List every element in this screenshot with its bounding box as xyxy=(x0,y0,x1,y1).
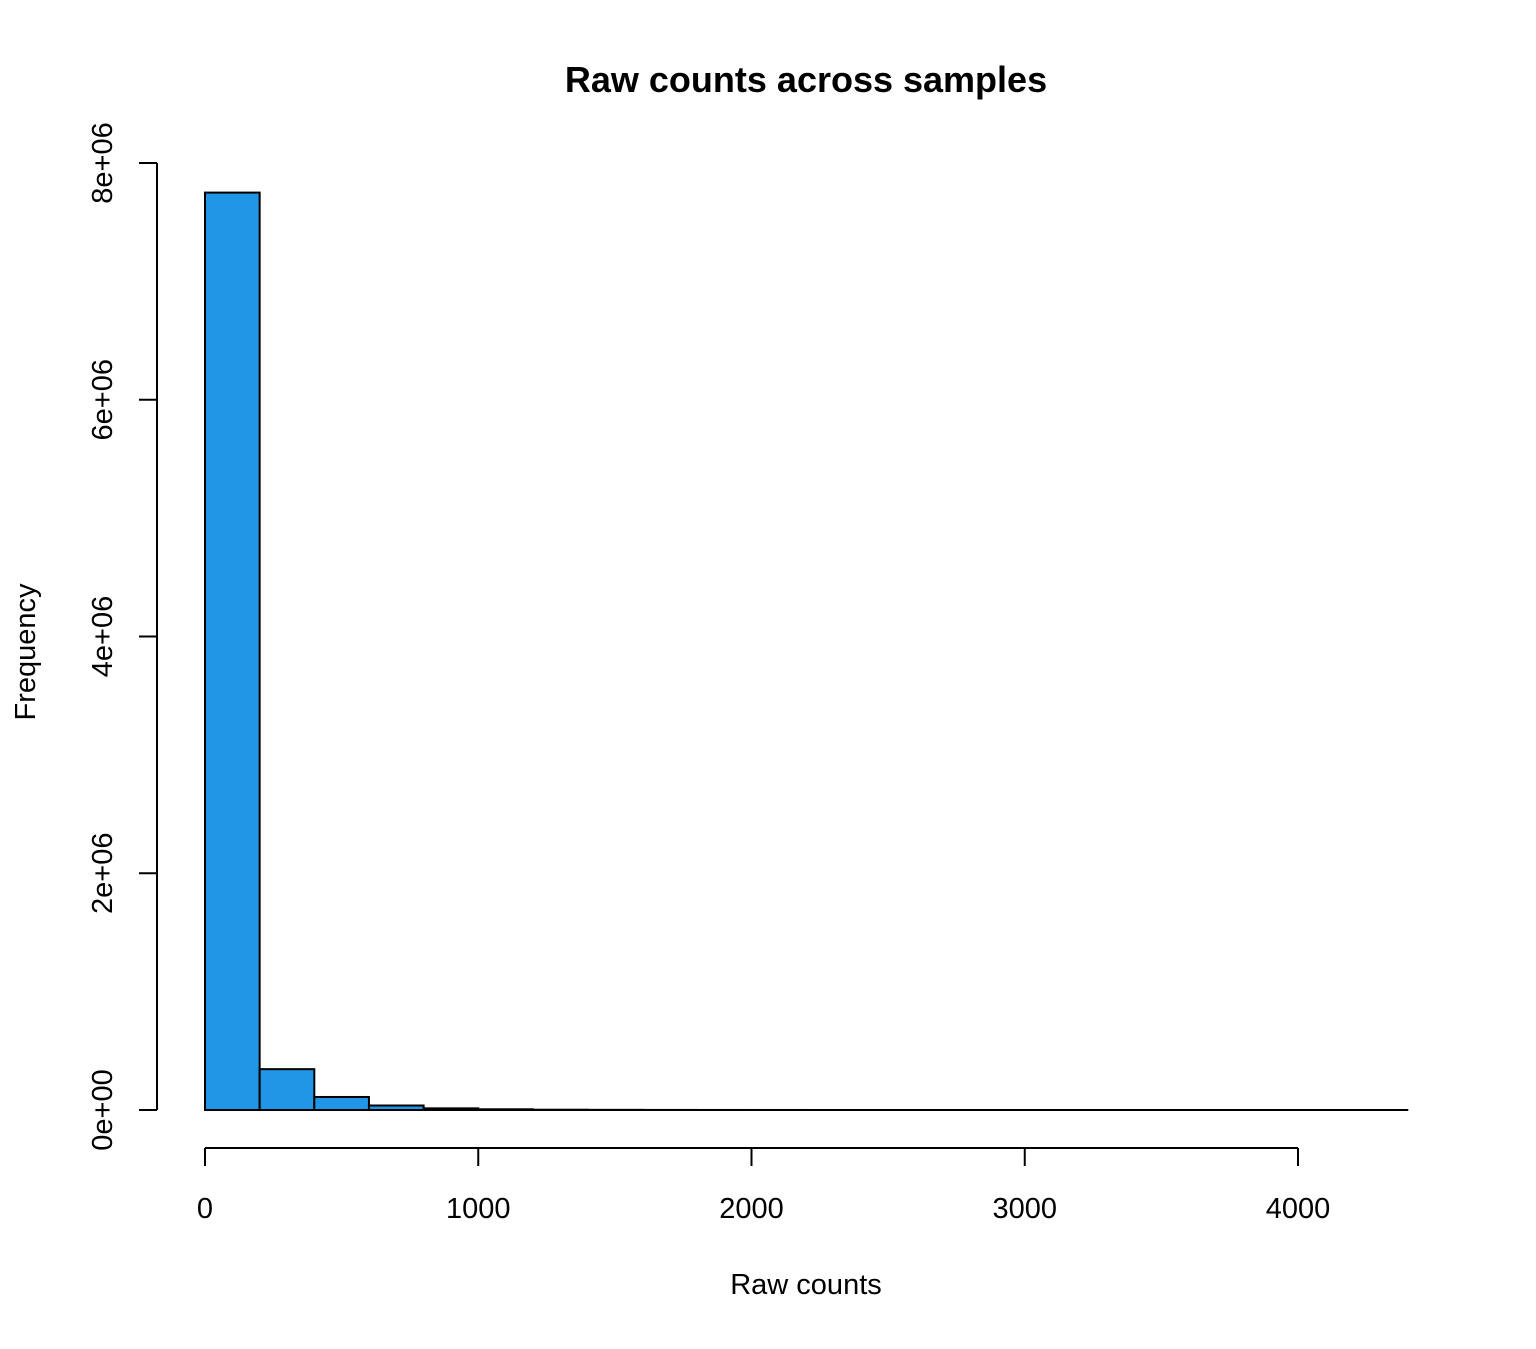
histogram-bar xyxy=(260,1069,315,1110)
x-axis-label: Raw counts xyxy=(730,1269,882,1301)
x-tick-label: 2000 xyxy=(719,1193,784,1225)
y-tick-label: 4e+06 xyxy=(87,596,119,677)
y-tick-label: 2e+06 xyxy=(87,833,119,914)
histogram-bars xyxy=(205,193,1408,1110)
chart-title: Raw counts across samples xyxy=(565,59,1047,100)
x-axis: 0 1000 2000 3000 4000 xyxy=(197,1148,1330,1225)
x-tick-label: 4000 xyxy=(1266,1193,1331,1225)
x-tick-label: 0 xyxy=(197,1193,213,1225)
x-tick-label: 1000 xyxy=(446,1193,511,1225)
histogram-bar xyxy=(205,193,260,1110)
histogram-bar xyxy=(314,1097,369,1110)
y-axis-label: Frequency xyxy=(10,583,42,721)
y-tick-label: 0e+00 xyxy=(87,1069,119,1150)
x-tick-label: 3000 xyxy=(992,1193,1057,1225)
y-axis: 0e+00 2e+06 4e+06 6e+06 8e+06 xyxy=(87,122,157,1150)
y-tick-label: 8e+06 xyxy=(87,122,119,203)
y-tick-label: 6e+06 xyxy=(87,359,119,440)
